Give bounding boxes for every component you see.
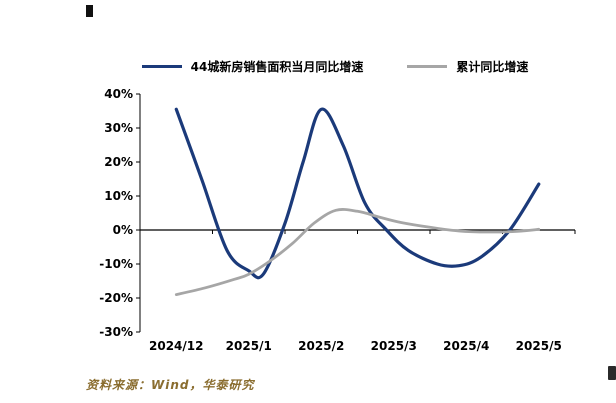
- y-tick-label: 0%: [113, 223, 133, 237]
- x-tick-label: 2025/5: [516, 339, 562, 353]
- y-tick-label: 30%: [104, 121, 133, 135]
- x-tick-label: 2025/1: [226, 339, 272, 353]
- x-tick-label: 2025/4: [443, 339, 489, 353]
- right-edge-clipped-content: [608, 366, 616, 380]
- legend-swatch-monthly-yoy: [141, 64, 182, 69]
- legend-item-monthly-yoy: 44城新房销售面积当月同比增速: [141, 58, 364, 75]
- x-tick-label: 2024/12: [149, 339, 203, 353]
- series-line-1: [174, 208, 541, 296]
- source-note: 资料来源：Wind，华泰研究: [86, 378, 255, 392]
- legend-item-cumulative-yoy: 累计同比增速: [407, 58, 528, 75]
- legend-swatch-cumulative-yoy: [407, 65, 448, 68]
- y-tick-label: 20%: [104, 155, 133, 169]
- x-tick-label: 2025/3: [371, 339, 417, 353]
- y-tick-label: -30%: [99, 325, 133, 339]
- legend-label-monthly-yoy: 44城新房销售面积当月同比增速: [190, 60, 364, 74]
- series-line-0: [174, 107, 541, 280]
- legend-label-cumulative-yoy: 累计同比增速: [456, 60, 529, 74]
- chart-area: -30% -20% -10% 0% 10% 20% 30% 40% 2024/12 2025/1 2…: [85, 84, 585, 362]
- line-chart: -30% -20% -10% 0% 10% 20% 30% 40% 2024/12 2025/1 2…: [99, 87, 576, 353]
- y-tick-label: -10%: [99, 257, 133, 271]
- x-tick-label: 2025/2: [298, 339, 344, 353]
- top-left-clipped-mark: [86, 5, 93, 17]
- chart-legend: 44城新房销售面积当月同比增速 累计同比增速: [85, 58, 585, 75]
- y-tick-label: -20%: [99, 291, 133, 305]
- y-tick-label: 10%: [104, 189, 133, 203]
- y-tick-label: 40%: [104, 87, 133, 101]
